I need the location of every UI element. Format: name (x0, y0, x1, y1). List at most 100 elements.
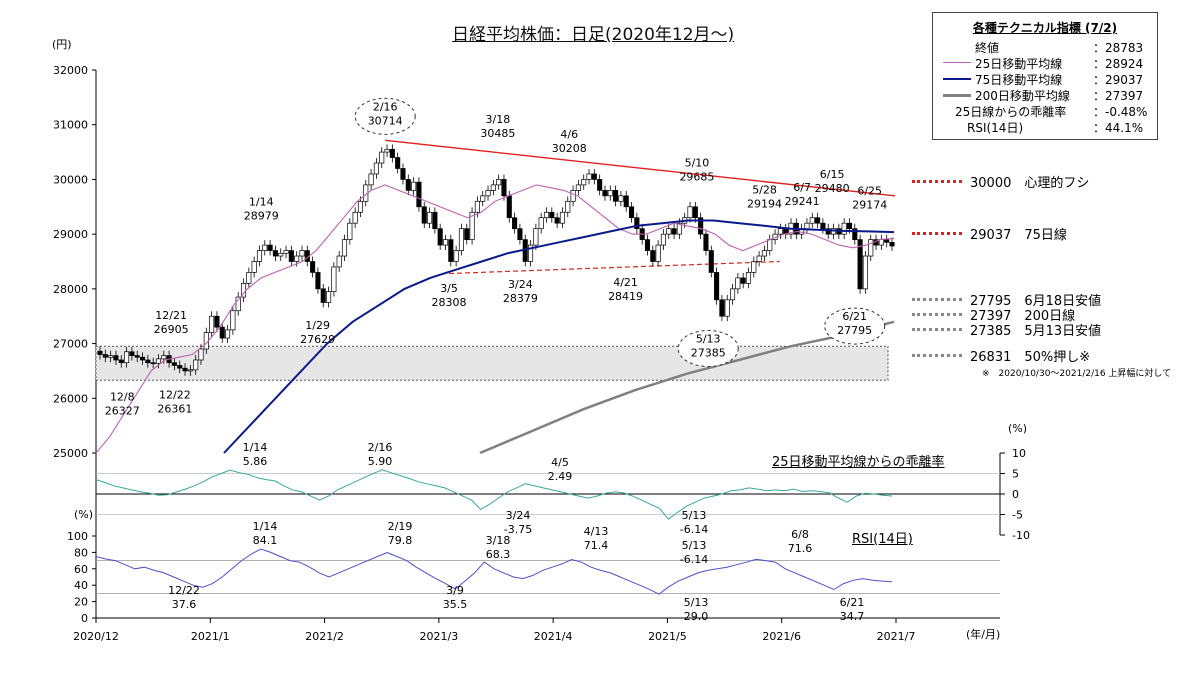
annotation-value: 30714 (368, 114, 403, 127)
tech-row-rsi: RSI(14日) ：44.1% (941, 119, 1153, 135)
legend-label: 27385 5月13日安値 (970, 324, 1102, 339)
rsi-annotation-date: 6/8 (791, 528, 809, 541)
deviation-annotation-value: -6.14 (680, 523, 708, 536)
rsi-annotation-date: 3/18 (486, 534, 511, 547)
rsi-tick-label: 60 (74, 563, 88, 576)
candle-body (761, 250, 767, 257)
candle-body (352, 211, 358, 224)
candle-body (421, 206, 427, 224)
candle-body (464, 228, 470, 240)
candle-body (405, 179, 411, 191)
legend-label: 27795 6月18日安値 (970, 294, 1102, 309)
candle-body (299, 250, 305, 257)
candle-body (846, 222, 853, 230)
candle-body (480, 195, 486, 202)
candle-body (310, 261, 316, 273)
rsi-annotation-value: 34.7 (840, 610, 865, 623)
candle-body (618, 195, 624, 202)
candle-body (852, 228, 858, 240)
candle-body (134, 355, 140, 358)
candle-body (267, 244, 273, 251)
rsi-annotation-date: 3/9 (446, 584, 464, 597)
annotation-date: 12/8 (110, 390, 135, 403)
annotation-date: 6/15 (820, 168, 845, 181)
annotation-value: 28979 (244, 209, 279, 222)
candle-body (549, 211, 555, 219)
candle-body (767, 239, 773, 251)
price-tick-label: 30000 (53, 173, 88, 186)
rsi-tick-label: 40 (74, 579, 88, 592)
rsi-annotation-value: 71.4 (584, 539, 609, 552)
candle-body (756, 255, 762, 262)
date-tick-label: 2020/12 (73, 630, 119, 643)
rsi-annotation-date: 1/14 (253, 520, 278, 533)
annotation-date: 3/5 (440, 282, 458, 295)
date-tick-label: 2021/1 (191, 630, 230, 643)
rsi-annotation-date: 12/22 (168, 584, 200, 597)
deviation-tick-label: 5 (1012, 468, 1019, 481)
deviation-annotation-value: -3.75 (504, 523, 532, 536)
candle-body (634, 217, 640, 230)
deviation-tick-label: 10 (1012, 447, 1026, 460)
price-tick-label: 28000 (53, 283, 88, 296)
deviation-tick-label: -10 (1012, 529, 1030, 542)
candle-body (820, 222, 826, 230)
candle-body (145, 359, 151, 364)
candle-body (878, 239, 884, 246)
candle-body (320, 288, 326, 303)
annotation-value: 30485 (480, 127, 515, 140)
candle-body (660, 233, 666, 246)
rsi-annotation-value: 71.6 (788, 542, 813, 555)
price-tick-label: 29000 (53, 228, 88, 241)
candle-body (198, 348, 204, 361)
annotation-date: 2/16 (373, 100, 398, 113)
candle-body (336, 255, 342, 268)
candle-body (666, 228, 672, 235)
candle-body (613, 190, 619, 202)
annotation-date: 4/6 (560, 128, 578, 141)
candle-body (469, 211, 475, 240)
candle-body (729, 288, 736, 301)
candle-body (155, 358, 162, 364)
candle-body (118, 359, 124, 364)
chart-title: 日経平均株価：日足(2020年12月～) (452, 25, 735, 45)
highlight-circle (677, 330, 739, 368)
candle-body (453, 250, 459, 262)
candle-body (655, 244, 661, 262)
candle-body (623, 195, 629, 208)
candle-body (379, 151, 385, 164)
candle-body (745, 272, 752, 284)
candle-body (400, 168, 406, 180)
candle-body (607, 190, 613, 197)
annotation-date: 5/13 (696, 333, 721, 346)
candle-body (347, 222, 353, 240)
annotation-value: 29685 (679, 171, 714, 184)
legend-line (912, 328, 962, 331)
candle-body (815, 217, 821, 224)
candle-body (326, 291, 332, 303)
annotation-date: 3/18 (486, 113, 511, 126)
deviation-annotation-date: 4/5 (551, 456, 569, 469)
price-tick-label: 26000 (53, 392, 88, 405)
legend-label: 30000 心理的フシ (970, 176, 1090, 191)
deviation-annotation-date: 1/14 (243, 441, 268, 454)
ma25-swatch (943, 62, 971, 63)
rsi-annotation-date: 6/21 (840, 596, 865, 609)
date-tick-label: 2021/6 (762, 630, 801, 643)
candle-body (262, 244, 268, 251)
candle-body (209, 315, 215, 333)
annotation-value: 27385 (691, 347, 726, 360)
candle-body (416, 181, 422, 208)
candle-body (559, 211, 565, 224)
annotation-date: 6/21 (842, 310, 867, 323)
candle-body (570, 190, 576, 202)
annotation-date: 3/24 (508, 278, 533, 291)
rsi-annotation-value: 29.0 (684, 610, 709, 623)
candle-body (512, 217, 518, 230)
candle-body (389, 148, 395, 158)
rsi-tick-label: 20 (74, 596, 88, 609)
candle-body (650, 250, 656, 262)
candle-body (458, 228, 464, 251)
tech-row-ma75: 75日移動平均線 ：29037 (941, 71, 1153, 87)
